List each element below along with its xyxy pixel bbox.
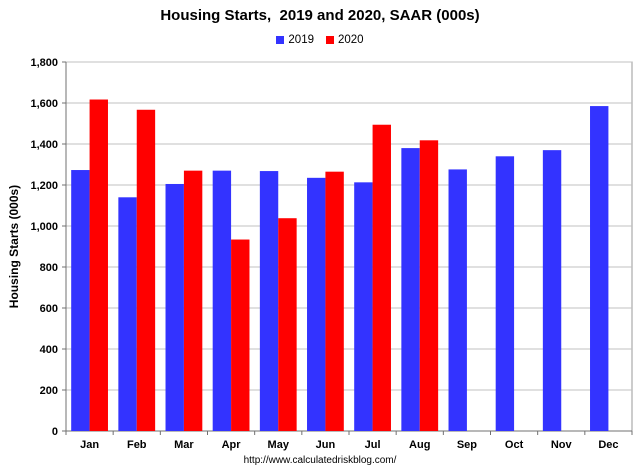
legend-label-2019: 2019	[288, 34, 314, 46]
y-tick-label: 400	[40, 344, 58, 356]
x-tick-label: Sep	[457, 439, 477, 451]
bar-2020-jan	[89, 99, 108, 431]
y-tick-label: 1,000	[30, 221, 58, 233]
legend-label-2020: 2020	[338, 34, 364, 46]
y-tick-label: 1,600	[30, 98, 58, 110]
x-tick-label: Jun	[316, 439, 336, 451]
y-tick-label: 1,800	[30, 57, 58, 69]
legend-swatch-2019	[276, 36, 285, 44]
y-tick-label: 600	[40, 303, 58, 315]
x-tick-label: Jul	[365, 439, 381, 451]
bar-2020-jul	[372, 124, 391, 431]
bar-2019-dec	[590, 106, 609, 431]
y-tick-label: 0	[52, 426, 58, 438]
bar-2019-sep	[448, 169, 467, 432]
x-tick-label: Feb	[127, 439, 147, 451]
x-tick-label: Jan	[80, 439, 99, 451]
x-tick-label: Oct	[505, 439, 524, 451]
legend: 2019 2020	[0, 34, 640, 46]
bar-2019-mar	[165, 183, 184, 431]
bar-2020-aug	[419, 140, 439, 431]
bar-2019-feb	[118, 197, 137, 431]
y-tick-label: 1,200	[30, 180, 58, 192]
bar-2020-apr	[231, 239, 250, 431]
bar-2019-jan	[71, 170, 90, 431]
x-tick-label: Nov	[551, 439, 573, 451]
bar-2019-apr	[212, 170, 232, 431]
source-url: http://www.calculatedriskblog.com/	[243, 455, 397, 466]
bar-2019-nov	[542, 150, 562, 431]
bar-2020-jun	[325, 171, 344, 432]
bar-2019-jun	[307, 177, 326, 431]
legend-item-2020: 2020	[326, 34, 364, 46]
y-tick-label: 800	[40, 262, 58, 274]
x-tick-label: Aug	[409, 439, 430, 451]
bar-2020-mar	[183, 170, 203, 431]
bar-2020-feb	[136, 109, 156, 431]
y-axis-label: Housing Starts (000s)	[7, 185, 21, 308]
y-tick-label: 1,400	[30, 139, 58, 151]
bar-2019-aug	[401, 148, 420, 431]
x-tick-label: Dec	[598, 439, 618, 451]
x-tick-label: Mar	[174, 439, 194, 451]
x-tick-label: Apr	[222, 439, 242, 451]
plot-area	[65, 61, 633, 432]
bar-2019-oct	[495, 156, 515, 432]
chart-title: Housing Starts, 2019 and 2020, SAAR (000…	[160, 7, 480, 24]
bar-2019-jul	[354, 182, 373, 431]
y-tick-label: 200	[40, 385, 58, 397]
bar-2020-may	[278, 218, 297, 431]
legend-item-2019: 2019	[276, 34, 314, 46]
x-tick-label: May	[268, 439, 290, 451]
bar-2019-may	[259, 171, 279, 431]
legend-swatch-2020	[326, 36, 334, 44]
